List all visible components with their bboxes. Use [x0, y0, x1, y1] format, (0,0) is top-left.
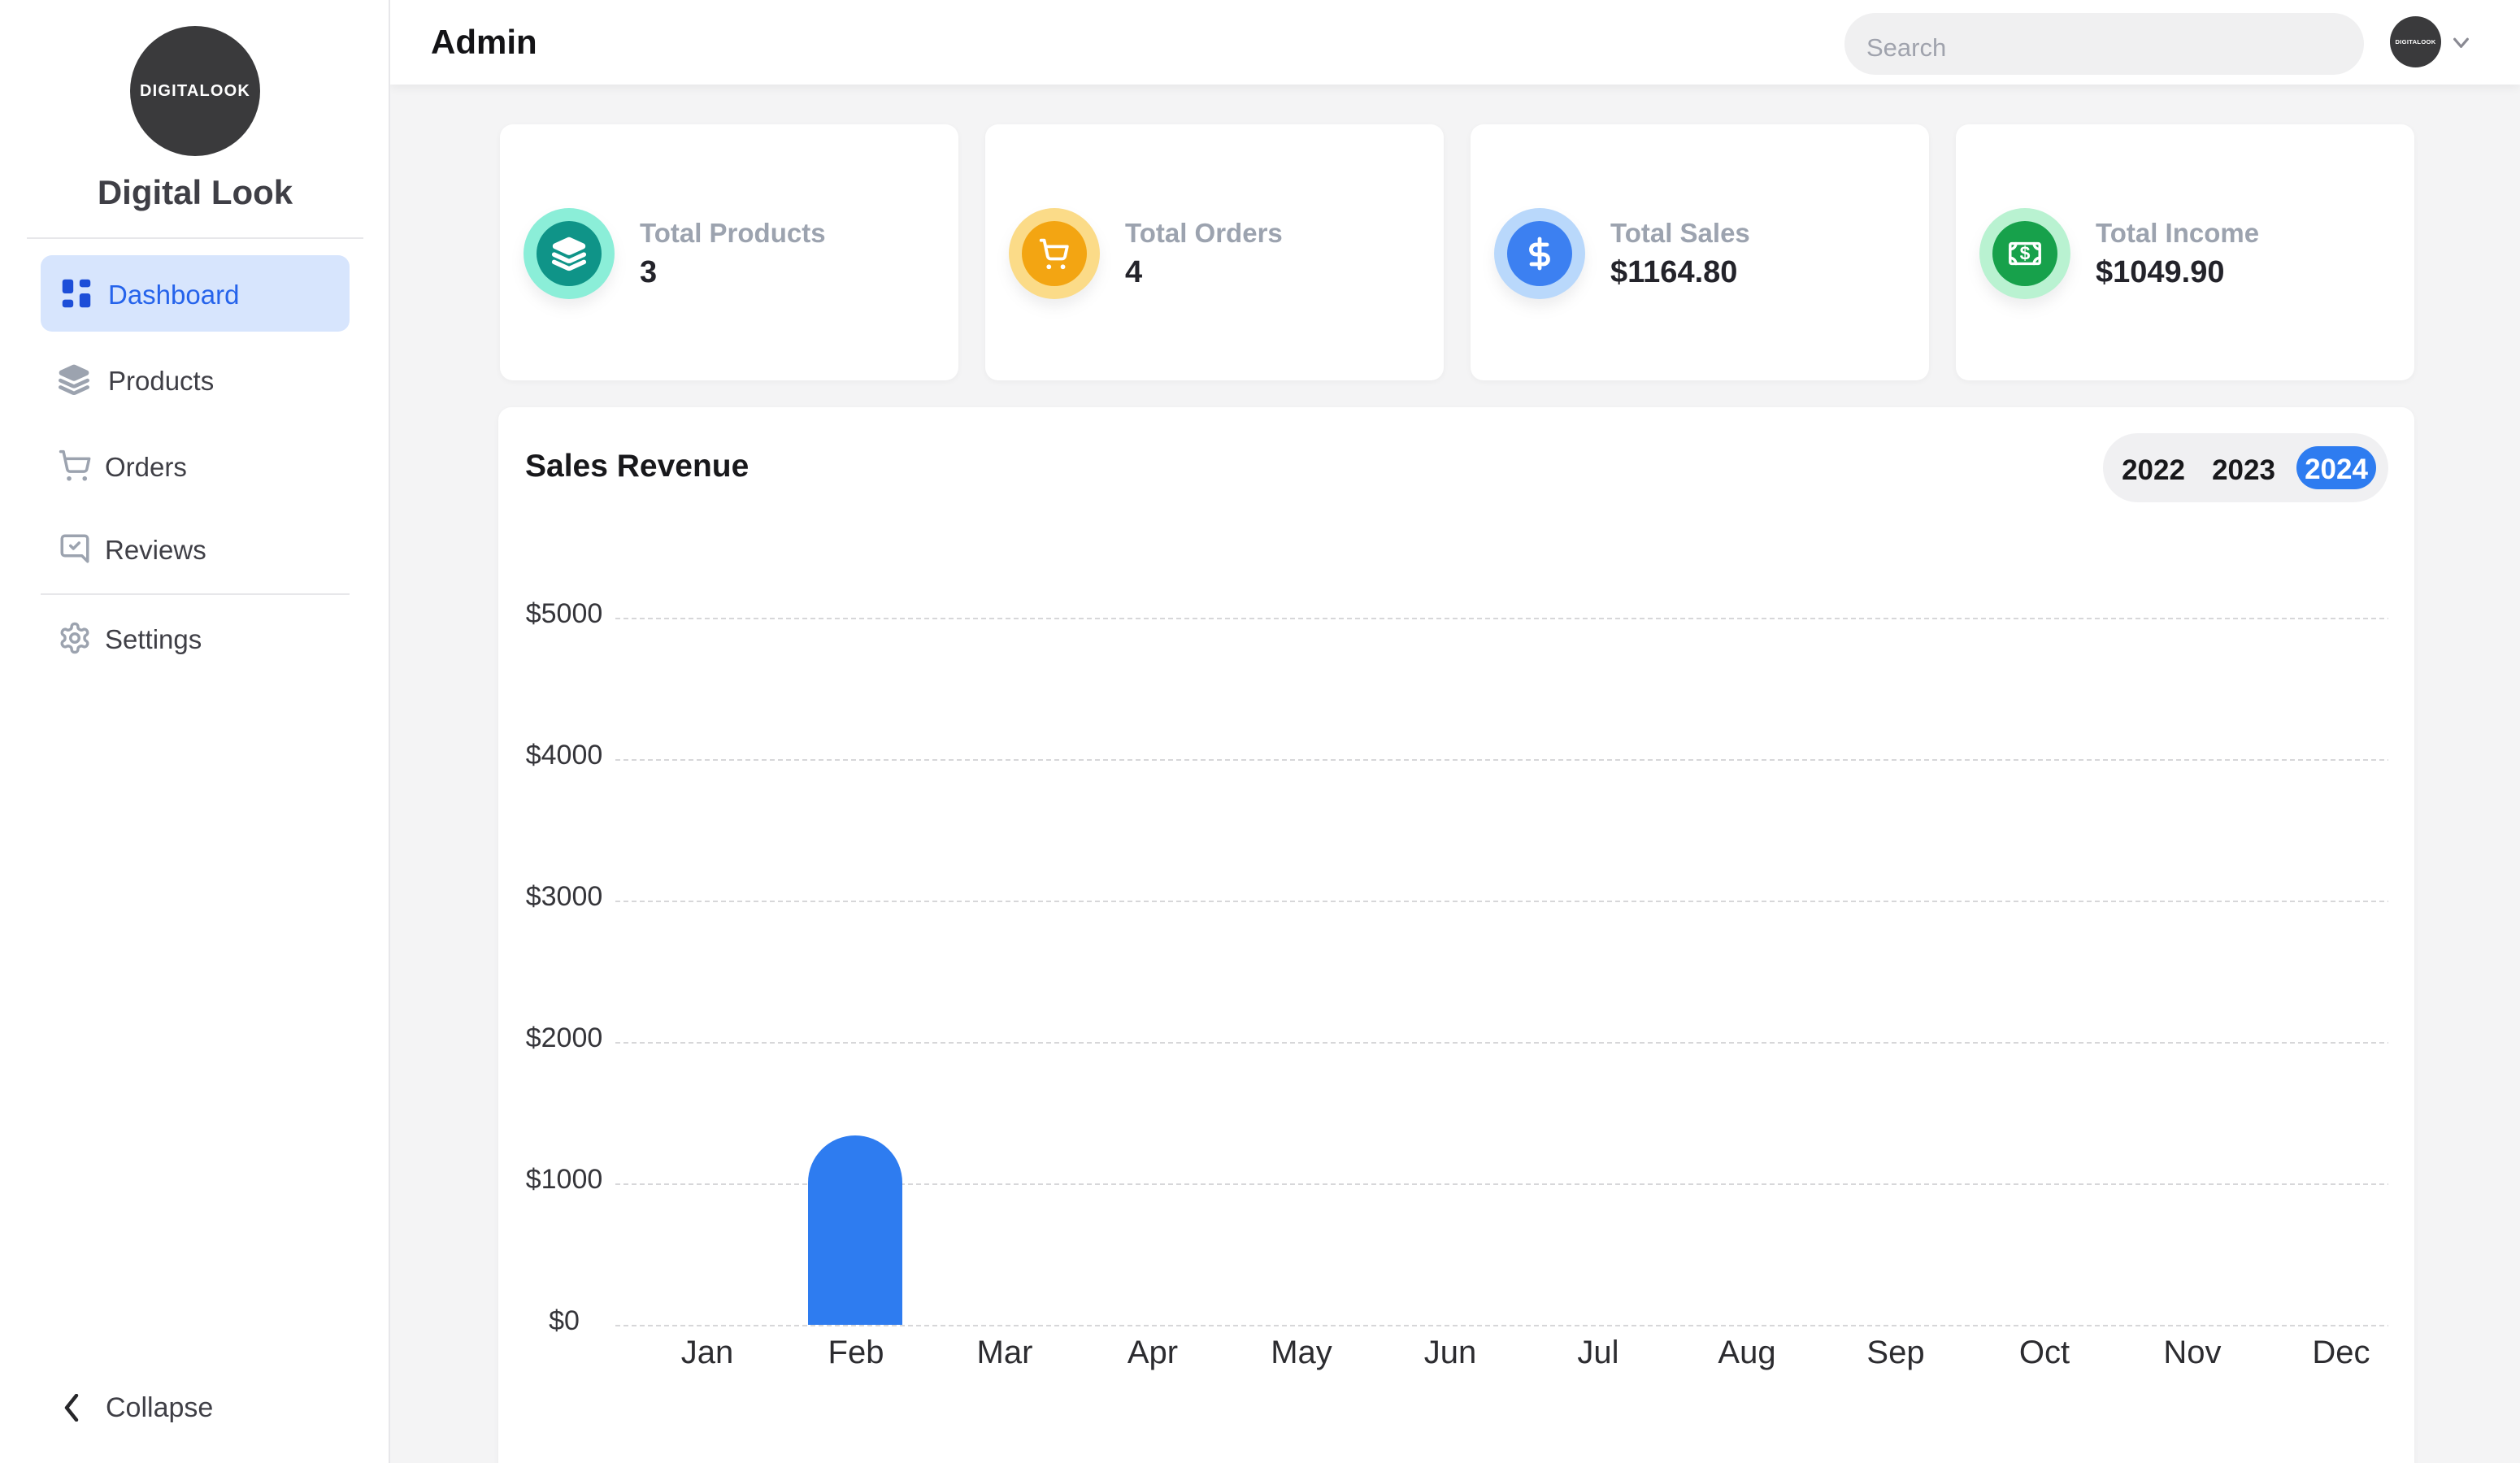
svg-text:$: $ [2020, 243, 2031, 264]
